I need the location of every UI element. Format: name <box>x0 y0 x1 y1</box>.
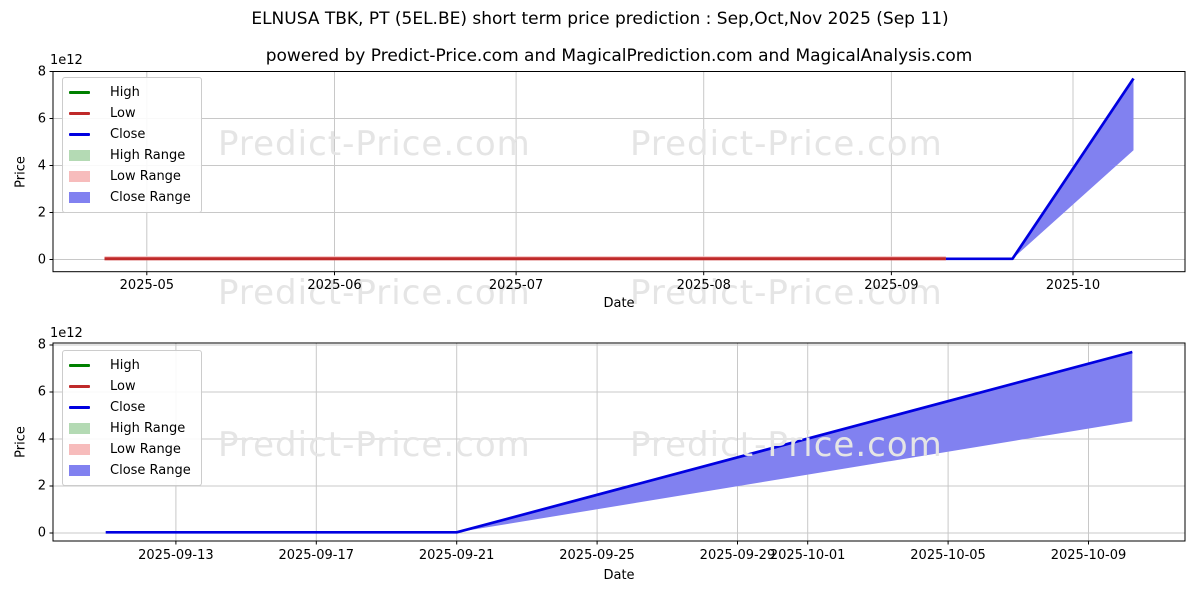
y-tick-label: 6 <box>37 111 46 126</box>
legend-item: High Range <box>69 418 191 439</box>
plot-border <box>52 342 1186 542</box>
legend-item: Close <box>69 124 191 145</box>
legend-patch-swatch <box>69 444 90 455</box>
x-tick-label: 2025-09-13 <box>138 547 214 563</box>
legend-item: Low <box>69 376 191 397</box>
legend-item: Close <box>69 397 191 418</box>
legend-swatch <box>69 91 90 94</box>
legend-swatch <box>69 406 90 409</box>
legend-label: High Range <box>110 421 186 436</box>
x-tick-label: 2025-09 <box>864 278 919 294</box>
legend-patch-swatch <box>69 150 90 161</box>
legend-patch-swatch <box>69 465 90 476</box>
legend-swatch <box>69 465 90 476</box>
legend-swatch <box>69 171 90 182</box>
legend-patch-swatch <box>69 192 90 203</box>
figure-subtitle: powered by Predict-Price.com and Magical… <box>265 46 973 66</box>
x-tick-label: 2025-05 <box>119 278 174 294</box>
x-tick-label: 2025-08 <box>676 278 731 294</box>
legend-swatch <box>69 385 90 388</box>
legend-label: Close Range <box>110 190 191 205</box>
legend-swatch <box>69 423 90 434</box>
y-tick-label: 4 <box>37 431 46 447</box>
legend-swatch <box>69 364 90 367</box>
y-axis-offset-label: 1e12 <box>50 326 83 341</box>
x-tick-label: 2025-10-05 <box>910 547 986 563</box>
x-tick-label: 2025-09-29 <box>699 547 776 563</box>
y-axis-label: Price <box>13 155 29 188</box>
x-tick-label: 2025-09-21 <box>418 547 495 563</box>
legend-label: Close <box>110 127 146 142</box>
legend-label: Close <box>110 400 146 415</box>
x-axis-label: Date <box>603 568 635 583</box>
legend-item: Low <box>69 103 191 124</box>
legend-line-swatch <box>69 133 90 136</box>
legend-label: Close Range <box>110 463 191 478</box>
y-axis-offset-label: 1e12 <box>50 53 83 68</box>
legend-line-swatch <box>69 112 90 115</box>
y-axis-label: Price <box>13 426 29 458</box>
legend-item: Low Range <box>69 166 191 187</box>
legend-line-swatch <box>69 406 90 409</box>
legend-line-swatch <box>69 91 90 94</box>
legend-swatch <box>69 150 90 161</box>
x-tick-label: 2025-10-01 <box>769 547 846 563</box>
y-tick-label: 8 <box>37 64 46 79</box>
legend-item: Low Range <box>69 439 191 460</box>
x-tick-label: 2025-09-25 <box>559 547 635 563</box>
legend-label: High <box>110 85 140 100</box>
legend-swatch <box>69 112 90 115</box>
y-tick-label: 0 <box>37 252 46 267</box>
close-line <box>945 77 1135 261</box>
x-tick-label: 2025-10-09 <box>1050 547 1127 563</box>
close-line <box>105 350 1133 534</box>
x-tick-label: 2025-06 <box>307 278 362 294</box>
legend-label: High Range <box>110 148 186 163</box>
plot-border <box>52 71 1186 273</box>
legend-swatch <box>69 133 90 136</box>
legend-item: Close Range <box>69 187 191 208</box>
legend-patch-swatch <box>69 423 90 434</box>
y-tick-label: 4 <box>37 158 46 173</box>
y-tick-label: 2 <box>37 478 46 494</box>
legend-label: Low Range <box>110 442 181 457</box>
y-tick-label: 0 <box>37 525 46 541</box>
y-tick-label: 8 <box>37 337 46 353</box>
x-tick-label: 2025-07 <box>488 278 544 294</box>
legend-line-swatch <box>69 364 90 367</box>
legend-label: Low <box>110 379 136 394</box>
legend-item: High <box>69 82 191 103</box>
figure-title: ELNUSA TBK, PT (5EL.BE) short term price… <box>251 9 949 29</box>
legend: High Low Close High Range Low Range Close Ran… <box>62 77 202 213</box>
y-tick-label: 2 <box>37 205 46 220</box>
x-tick-label: 2025-10 <box>1045 278 1101 294</box>
legend-label: Low <box>110 106 136 121</box>
legend-patch-swatch <box>69 171 90 182</box>
legend-item: Close Range <box>69 460 191 481</box>
legend: High Low Close High Range Low Range Close Ran… <box>62 350 202 486</box>
legend-line-swatch <box>69 385 90 388</box>
x-axis-label: Date <box>603 296 635 311</box>
legend-swatch <box>69 192 90 203</box>
legend-label: Low Range <box>110 169 181 184</box>
x-tick-label: 2025-09-17 <box>278 547 355 563</box>
legend-item: High Range <box>69 145 191 166</box>
y-tick-label: 6 <box>37 384 46 400</box>
legend-label: High <box>110 358 140 373</box>
legend-item: High <box>69 355 191 376</box>
legend-swatch <box>69 444 90 455</box>
